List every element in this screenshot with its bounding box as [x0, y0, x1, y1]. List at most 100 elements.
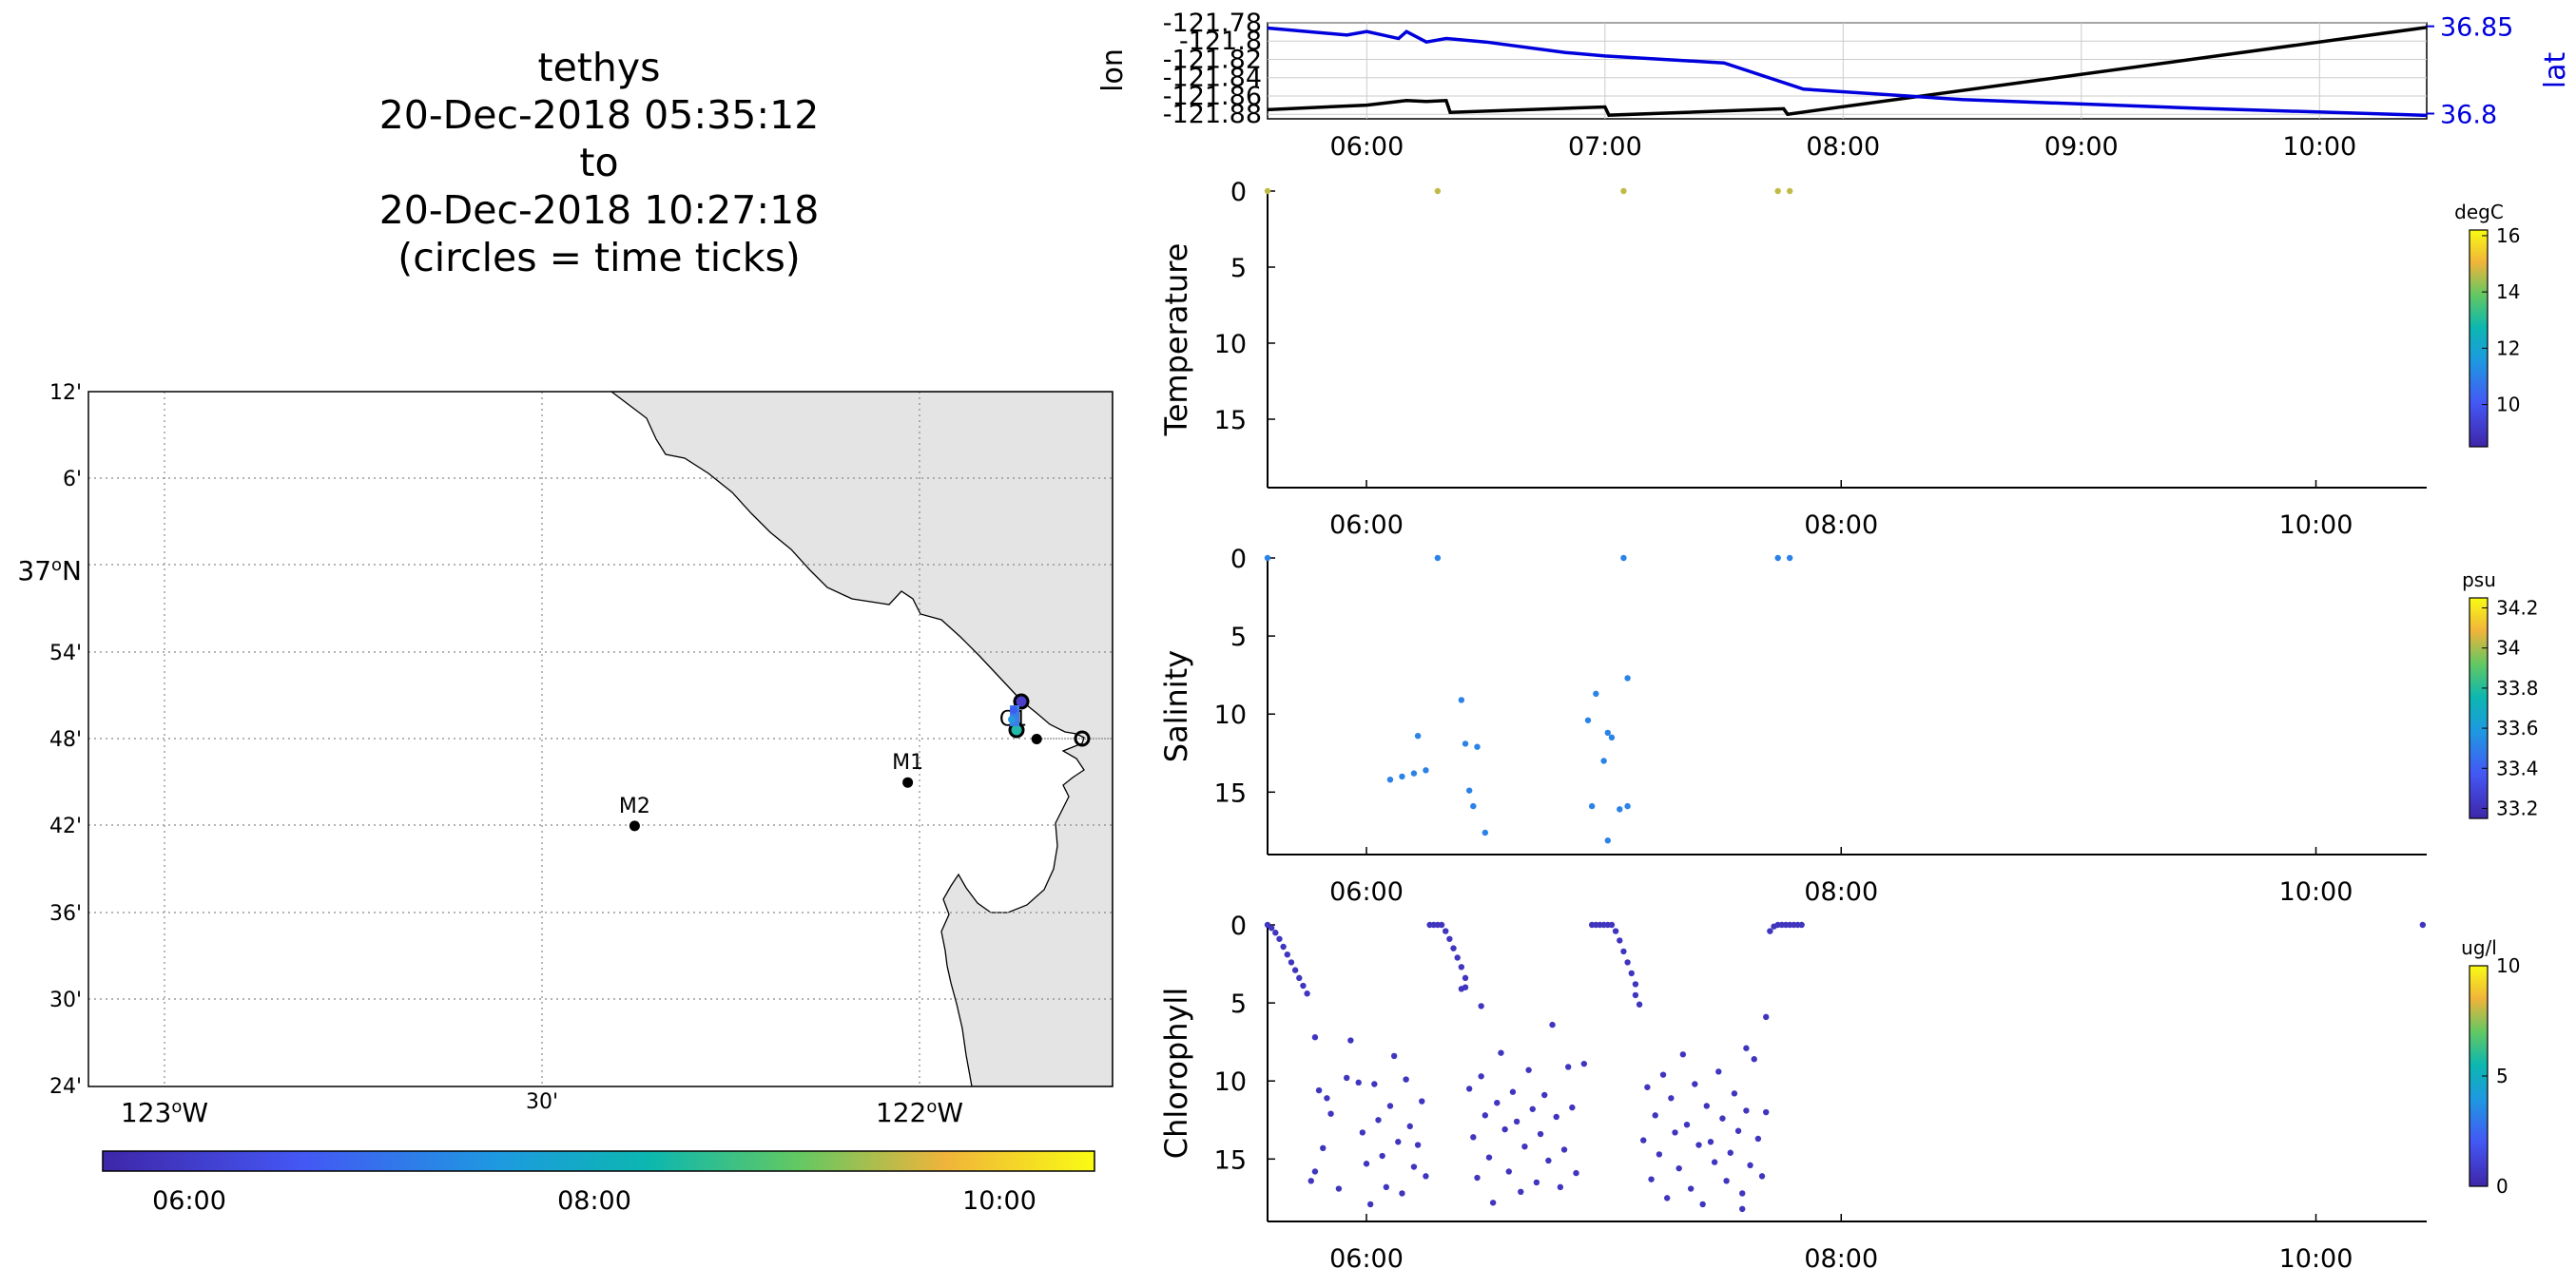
y-tick-label: 10	[1214, 701, 1247, 730]
x-tick-label: 10:00	[2279, 877, 2353, 907]
data-point	[1525, 1067, 1532, 1073]
data-point	[1470, 802, 1477, 810]
map-lat-tick: 42'	[49, 815, 82, 838]
land-area	[610, 392, 1113, 1086]
track-time-circle	[1074, 730, 1091, 747]
data-point	[2419, 921, 2427, 929]
data-point	[1549, 1021, 1556, 1028]
y-tick-label: 10	[1214, 1067, 1247, 1097]
map-stations: M2M1C1	[619, 708, 1042, 832]
track-point	[1008, 716, 1016, 723]
colorbar-tick-label: 33.2	[2496, 797, 2539, 819]
lonlat-frame	[1267, 22, 2428, 120]
data-point	[1632, 991, 1639, 999]
data-point	[1307, 1178, 1314, 1184]
data-point	[1743, 1107, 1750, 1114]
data-point	[1474, 1174, 1481, 1182]
data-point	[1521, 1143, 1528, 1150]
data-point	[1482, 1112, 1489, 1119]
data-point	[1636, 1001, 1643, 1008]
data-point	[1458, 697, 1465, 703]
colorbar-unit-label: degC	[2454, 201, 2504, 223]
data-point	[1545, 1157, 1552, 1164]
lonlat-ticks: -121.78-121.8-121.82-121.84-121.86-121.8…	[1163, 9, 2514, 162]
series-line-lon	[1267, 26, 2428, 117]
map-lon-tick-122w: 122oW	[876, 1097, 963, 1128]
data-point	[1798, 921, 1805, 929]
colorbar	[2469, 229, 2489, 448]
lon-tick-label: -121.88	[1163, 100, 1262, 129]
data-point	[1423, 1173, 1429, 1180]
data-point	[1320, 1144, 1327, 1152]
data-point	[1588, 802, 1596, 810]
map-colorbar	[102, 1150, 1095, 1172]
data-point	[1478, 1003, 1484, 1009]
y-tick-label: 15	[1214, 1145, 1247, 1175]
title-line-start: 20-Dec-2018 05:35:12	[378, 92, 820, 138]
data-point	[1715, 1068, 1722, 1075]
data-point	[1410, 1163, 1418, 1170]
map-lon-tick-123w: 123oW	[121, 1097, 208, 1128]
title-line-vehicle: tethys	[537, 45, 661, 90]
data-point	[1509, 1088, 1517, 1095]
data-point	[1494, 1100, 1501, 1106]
data-point	[1375, 1117, 1382, 1124]
data-point	[1580, 1060, 1588, 1067]
lonlat-x-tick-label: 08:00	[1806, 132, 1880, 162]
colorbar-tick-label: 33.4	[2496, 757, 2539, 779]
data-point	[1751, 1056, 1757, 1063]
data-point	[1513, 1118, 1520, 1125]
data-point	[1371, 1081, 1378, 1087]
data-point	[1419, 1098, 1425, 1105]
data-point	[1395, 1139, 1402, 1145]
data-point	[1434, 187, 1442, 195]
station-marker-c1	[1031, 734, 1042, 744]
data-point	[1335, 1185, 1343, 1192]
data-point	[1280, 943, 1287, 951]
data-point	[1754, 1135, 1762, 1143]
data-point	[1652, 1112, 1658, 1119]
data-point	[1379, 1152, 1385, 1160]
colorbar-tick-label: 0	[2496, 1175, 2508, 1198]
lon-tick-label: -121.84	[1163, 64, 1262, 93]
data-point	[1272, 930, 1279, 936]
data-point	[1659, 1071, 1667, 1078]
data-point	[1763, 1108, 1770, 1116]
data-point	[1386, 776, 1394, 783]
station-label: M2	[619, 795, 650, 818]
data-point	[1465, 1086, 1473, 1092]
data-point	[1268, 925, 1275, 932]
colorbar-tick-label: 34.2	[2496, 597, 2539, 620]
colorbar-tick-label: 10	[2496, 394, 2520, 416]
data-point	[1774, 187, 1781, 195]
map-colorbar-tick: 08:00	[557, 1186, 631, 1216]
data-point	[1300, 982, 1307, 990]
data-point	[1612, 928, 1619, 934]
data-point	[1584, 717, 1592, 723]
colorbar-tick-label: 10	[2496, 954, 2520, 977]
station-marker-m1	[902, 777, 914, 788]
data-point	[1366, 1201, 1374, 1208]
data-point	[1311, 1034, 1319, 1041]
data-point	[1640, 1137, 1647, 1144]
y-tick-label: 5	[1230, 254, 1247, 283]
colorbar-unit-label: ug/l	[2461, 936, 2497, 959]
data-point	[1628, 970, 1635, 977]
title-block: tethys 20-Dec-2018 05:35:12 to 20-Dec-20…	[285, 44, 913, 281]
data-point	[1446, 935, 1453, 942]
lonlat-gridlines	[1268, 22, 2427, 119]
data-point	[1410, 770, 1418, 777]
colorbar-tick-label: 33.6	[2496, 717, 2539, 740]
data-point	[1608, 734, 1616, 741]
data-point	[1383, 1183, 1390, 1191]
x-tick-label: 06:00	[1329, 510, 1404, 540]
data-point	[1264, 187, 1271, 195]
data-point	[1311, 1168, 1319, 1175]
map-lat-tick-37n: 37oN	[17, 555, 82, 586]
data-point	[1692, 1081, 1698, 1087]
data-point	[1564, 1064, 1572, 1070]
data-point	[1443, 928, 1449, 934]
data-point	[1560, 1146, 1568, 1153]
data-point	[1620, 187, 1627, 195]
